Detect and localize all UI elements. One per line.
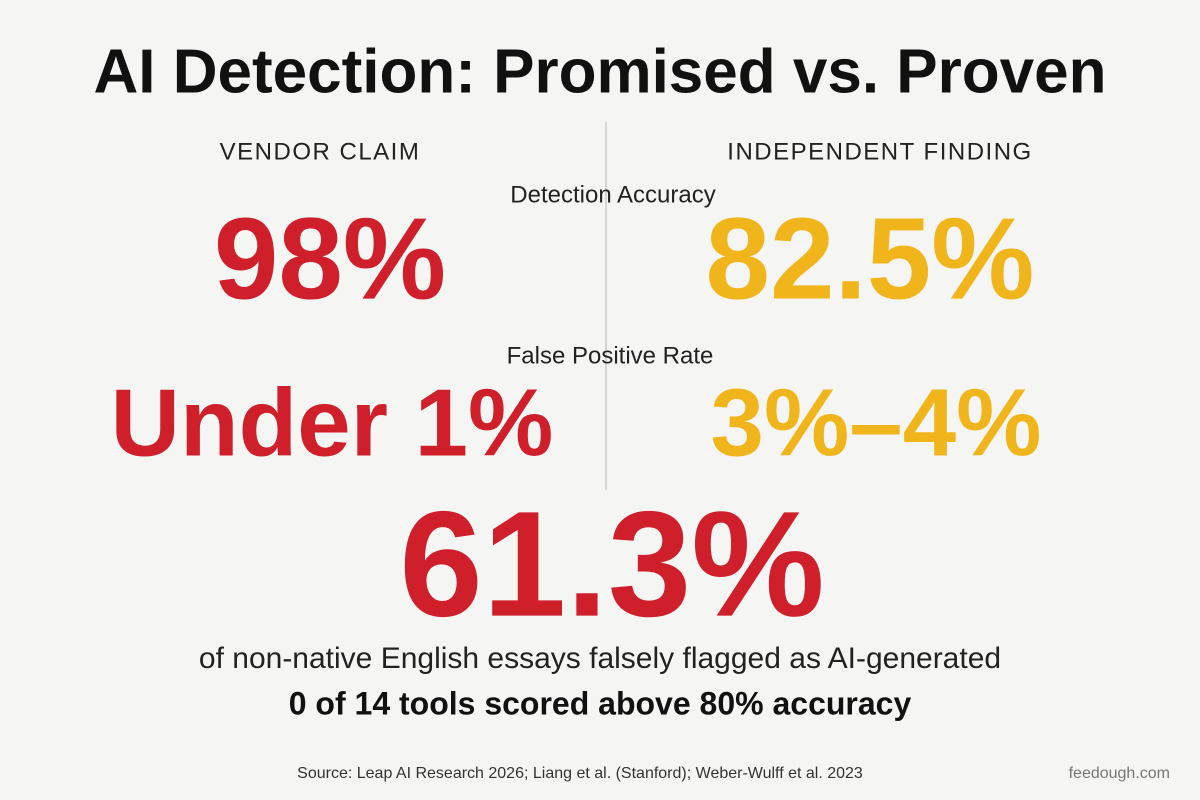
source: Source: Leap AI Research 2026; Liang et … — [297, 765, 863, 782]
independent-value: 3%–4% — [711, 369, 1042, 476]
vendor-value: 98% — [214, 194, 446, 324]
column-header: INDEPENDENT FINDING — [727, 138, 1032, 165]
highlight-value: 61.3% — [399, 480, 824, 648]
independent-value: 82.5% — [706, 194, 1035, 324]
highlight-note: 0 of 14 tools scored above 80% accuracy — [289, 685, 912, 721]
brand: feedough.com — [1069, 765, 1170, 782]
highlight-description: of non-native English essays falsely fla… — [199, 642, 1001, 675]
vendor-value: Under 1% — [111, 369, 554, 476]
title: AI Detection: Promised vs. Proven — [94, 37, 1107, 106]
column-header: VENDOR CLAIM — [220, 138, 421, 165]
metric-label: Detection Accuracy — [510, 181, 715, 208]
metric-label: False Positive Rate — [507, 342, 714, 369]
